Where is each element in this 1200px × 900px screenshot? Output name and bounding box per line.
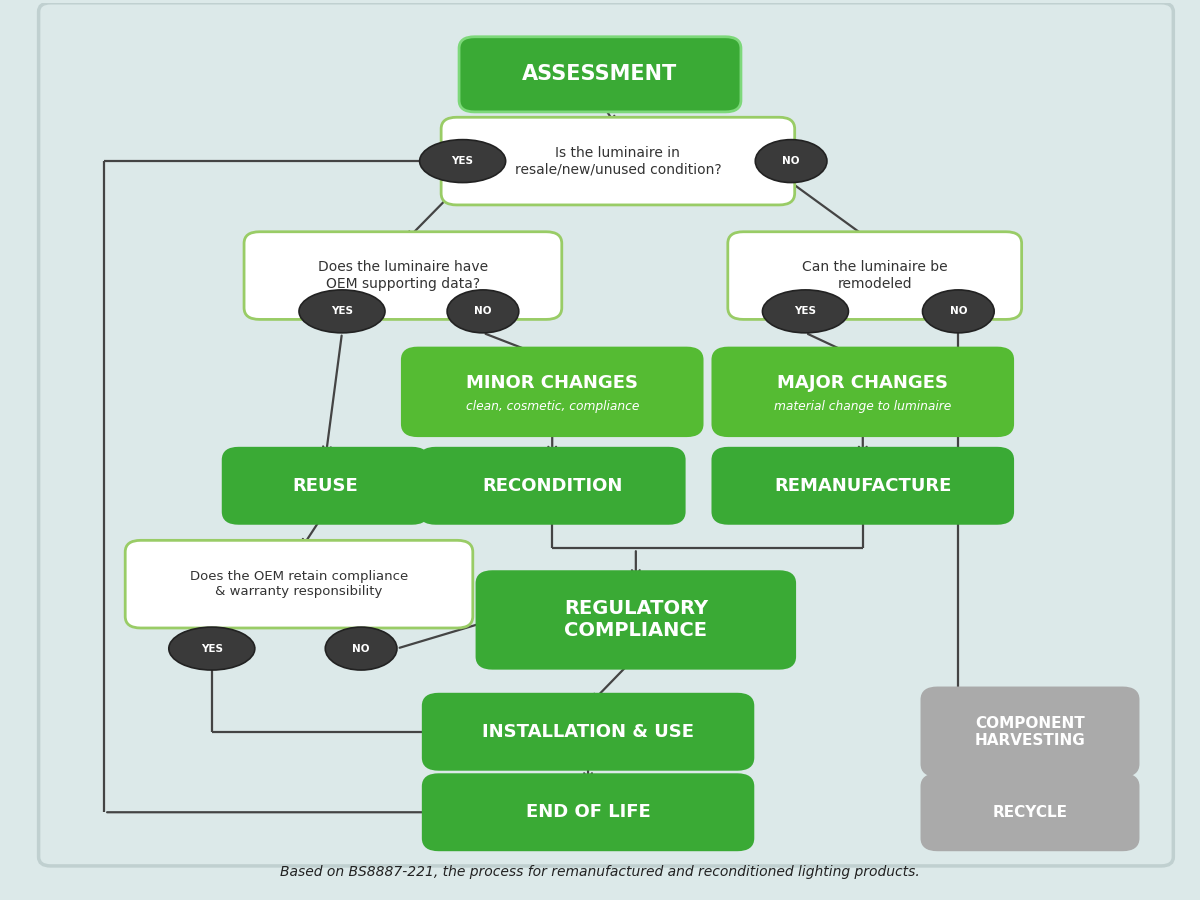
Ellipse shape xyxy=(169,627,254,670)
Text: NO: NO xyxy=(782,156,800,166)
FancyBboxPatch shape xyxy=(420,448,684,523)
Text: Can the luminaire be
remodeled: Can the luminaire be remodeled xyxy=(802,260,948,291)
FancyBboxPatch shape xyxy=(713,448,1013,523)
Ellipse shape xyxy=(755,140,827,183)
Text: NO: NO xyxy=(474,306,492,317)
Text: clean, cosmetic, compliance: clean, cosmetic, compliance xyxy=(466,400,638,412)
Text: COMPONENT
HARVESTING: COMPONENT HARVESTING xyxy=(974,716,1085,748)
Text: MINOR CHANGES: MINOR CHANGES xyxy=(467,374,638,392)
Ellipse shape xyxy=(325,627,397,670)
FancyBboxPatch shape xyxy=(460,37,740,112)
FancyBboxPatch shape xyxy=(922,688,1138,776)
Text: RECYCLE: RECYCLE xyxy=(992,805,1068,820)
Text: YES: YES xyxy=(794,306,816,317)
Ellipse shape xyxy=(923,290,994,333)
Text: YES: YES xyxy=(451,156,474,166)
FancyBboxPatch shape xyxy=(244,232,562,320)
Text: NO: NO xyxy=(949,306,967,317)
Text: END OF LIFE: END OF LIFE xyxy=(526,803,650,821)
Text: MAJOR CHANGES: MAJOR CHANGES xyxy=(778,374,948,392)
FancyBboxPatch shape xyxy=(223,448,427,523)
Text: Does the OEM retain compliance
& warranty responsibility: Does the OEM retain compliance & warrant… xyxy=(190,571,408,598)
Text: YES: YES xyxy=(331,306,353,317)
Ellipse shape xyxy=(299,290,385,333)
FancyBboxPatch shape xyxy=(476,572,794,668)
Text: material change to luminaire: material change to luminaire xyxy=(774,400,952,412)
FancyBboxPatch shape xyxy=(402,348,702,436)
FancyBboxPatch shape xyxy=(713,348,1013,436)
Text: YES: YES xyxy=(200,644,223,653)
Text: REGULATORY
COMPLIANCE: REGULATORY COMPLIANCE xyxy=(564,599,708,641)
FancyBboxPatch shape xyxy=(424,694,752,770)
Text: INSTALLATION & USE: INSTALLATION & USE xyxy=(482,723,694,741)
Ellipse shape xyxy=(448,290,518,333)
Text: REMANUFACTURE: REMANUFACTURE xyxy=(774,477,952,495)
Text: NO: NO xyxy=(353,644,370,653)
FancyBboxPatch shape xyxy=(424,775,752,850)
Text: Does the luminaire have
OEM supporting data?: Does the luminaire have OEM supporting d… xyxy=(318,260,488,291)
Text: REUSE: REUSE xyxy=(293,477,358,495)
FancyBboxPatch shape xyxy=(125,540,473,628)
FancyBboxPatch shape xyxy=(922,775,1138,850)
Ellipse shape xyxy=(420,140,505,183)
FancyBboxPatch shape xyxy=(442,117,794,205)
Text: Is the luminaire in
resale/new/unused condition?: Is the luminaire in resale/new/unused co… xyxy=(515,146,721,176)
Ellipse shape xyxy=(762,290,848,333)
Text: ASSESSMENT: ASSESSMENT xyxy=(522,64,678,85)
FancyBboxPatch shape xyxy=(728,232,1021,320)
Text: RECONDITION: RECONDITION xyxy=(482,477,623,495)
Text: Based on BS8887-221, the process for remanufactured and reconditioned lighting p: Based on BS8887-221, the process for rem… xyxy=(280,865,920,879)
